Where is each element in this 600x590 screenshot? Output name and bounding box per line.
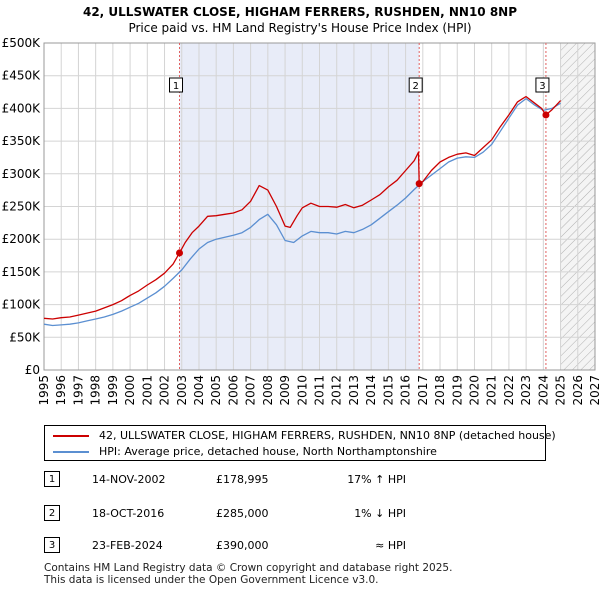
transaction-hpi-relation: 1% ↓ HPI [354, 507, 406, 520]
plot-frame [43, 42, 596, 371]
transaction-row: 3 23-FEB-2024 £390,000 ≈ HPI [44, 537, 444, 557]
x-tick-label: 2002 [158, 375, 172, 406]
y-tick-label: £350K [2, 134, 42, 148]
x-tick-label: 2005 [209, 375, 223, 406]
x-tick-label: 1995 [37, 375, 51, 406]
x-tick-label: 2020 [467, 375, 481, 406]
transaction-row: 1 14-NOV-2002 £178,995 17% ↑ HPI [44, 471, 444, 491]
legend-swatch-property [53, 435, 89, 437]
transaction-point [542, 111, 550, 119]
legend-item-property: 42, ULLSWATER CLOSE, HIGHAM FERRERS, RUS… [53, 428, 556, 444]
legend-label-property: 42, ULLSWATER CLOSE, HIGHAM FERRERS, RUS… [99, 429, 556, 442]
chart-subtitle: Price paid vs. HM Land Registry's House … [128, 21, 471, 35]
transaction-price: £390,000 [216, 539, 269, 552]
y-tick-label: £200K [2, 232, 42, 246]
x-tick-label: 2022 [502, 375, 516, 406]
x-tick-label: 2010 [295, 375, 309, 406]
transaction-hpi-relation: 17% ↑ HPI [347, 473, 406, 486]
x-tick-label: 2025 [554, 375, 568, 406]
x-tick-label: 2016 [399, 375, 413, 406]
legend-label-hpi: HPI: Average price, detached house, Nort… [99, 445, 437, 458]
x-tick-label: 2011 [313, 375, 327, 406]
transaction-marker-badge: 3 [44, 537, 60, 553]
transaction-hpi-relation: ≈ HPI [375, 539, 406, 552]
x-tick-label: 2001 [140, 375, 154, 406]
x-tick-label: 2024 [536, 375, 550, 406]
y-tick-label: £500K [2, 36, 42, 50]
x-tick-label: 2014 [364, 375, 378, 406]
legend-item-hpi: HPI: Average price, detached house, Nort… [53, 444, 437, 460]
transaction-marker-box [169, 77, 184, 93]
transaction-price: £285,000 [216, 507, 269, 520]
transaction-point [176, 249, 184, 257]
x-tick-label: 2009 [278, 375, 292, 406]
x-tick-label: 2012 [330, 375, 344, 406]
transaction-date: 18-OCT-2016 [92, 507, 165, 520]
transaction-date: 23-FEB-2024 [92, 539, 163, 552]
transaction-marker-label: 3 [539, 81, 545, 92]
y-tick-label: £100K [2, 298, 42, 312]
x-tick-label: 2015 [381, 375, 395, 406]
x-tick-label: 2004 [192, 375, 206, 406]
x-tick-label: 1997 [71, 375, 85, 406]
footer: Contains HM Land Registry data © Crown c… [44, 562, 452, 586]
legend-swatch-hpi [53, 451, 89, 453]
transaction-marker-badge: 1 [44, 471, 60, 487]
footer-licence: This data is licensed under the Open Gov… [44, 574, 379, 586]
transaction-marker-label: 1 [173, 81, 179, 92]
transaction-date: 14-NOV-2002 [92, 473, 166, 486]
x-tick-label: 2023 [519, 375, 533, 406]
footer-copyright: Contains HM Land Registry data © Crown c… [44, 562, 453, 574]
x-tick-label: 1998 [89, 375, 103, 406]
x-tick-label: 2026 [571, 375, 585, 406]
x-tick-label: 2000 [123, 375, 137, 406]
y-tick-label: £150K [2, 265, 42, 279]
x-tick-label: 1999 [106, 375, 120, 406]
x-tick-label: 2018 [433, 375, 447, 406]
transaction-marker-box [408, 77, 423, 93]
transaction-price: £178,995 [216, 473, 269, 486]
y-tick-label: £50K [9, 330, 41, 344]
x-tick-label: 2006 [226, 375, 240, 406]
x-tick-label: 2008 [261, 375, 275, 406]
price-chart: 42, ULLSWATER CLOSE, HIGHAM FERRERS, RUS… [2, 5, 600, 406]
y-tick-label: £300K [2, 167, 42, 181]
x-tick-label: 2003 [175, 375, 189, 406]
transaction-marker-box [535, 77, 550, 93]
y-tick-label: £250K [2, 200, 42, 214]
x-tick-label: 1996 [54, 375, 68, 406]
transaction-marker-badge: 2 [44, 505, 60, 521]
property-price-line [43, 95, 562, 320]
transaction-marker-label: 2 [413, 81, 419, 92]
x-tick-label: 2019 [450, 375, 464, 406]
legend: 42, ULLSWATER CLOSE, HIGHAM FERRERS, RUS… [44, 425, 556, 461]
chart-title: 42, ULLSWATER CLOSE, HIGHAM FERRERS, RUS… [83, 5, 517, 19]
y-tick-label: £0 [25, 363, 40, 377]
x-tick-label: 2007 [244, 375, 258, 406]
x-tick-label: 2017 [416, 375, 430, 406]
transaction-row: 2 18-OCT-2016 £285,000 1% ↓ HPI [44, 505, 444, 525]
y-tick-label: £400K [2, 101, 42, 115]
y-tick-label: £450K [2, 69, 42, 83]
transaction-point [415, 180, 423, 188]
x-tick-label: 2027 [588, 375, 600, 406]
hpi-line [43, 97, 561, 327]
x-tick-label: 2021 [485, 375, 499, 406]
x-tick-label: 2013 [347, 375, 361, 406]
